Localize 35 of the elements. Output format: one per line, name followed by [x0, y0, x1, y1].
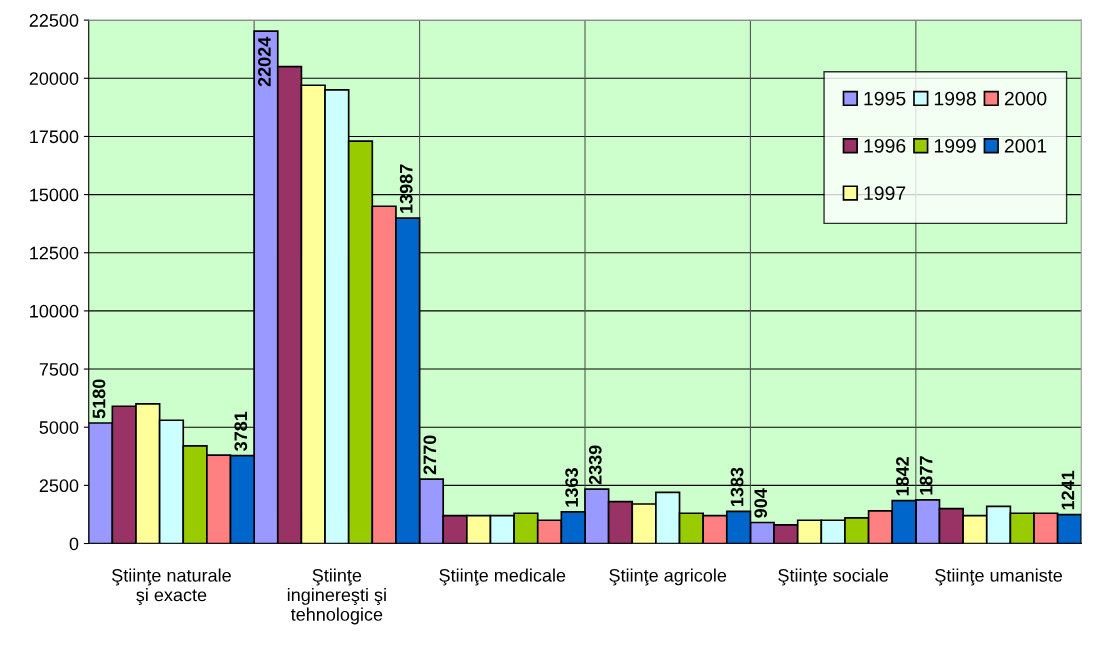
y-tick-label: 10000	[30, 304, 79, 318]
y-tick-label: 22500	[29, 14, 79, 27]
y-tick-label: 7500	[39, 362, 79, 376]
data-label: 1363	[565, 468, 579, 507]
data-label: 1842	[896, 457, 909, 496]
legend-label: 1998	[934, 91, 976, 106]
data-label: 1241	[1061, 470, 1075, 510]
legend-label: 1997	[864, 186, 906, 201]
y-tick-label: 15000	[30, 188, 79, 202]
y-tick-label: 12500	[30, 246, 79, 260]
y-tick-label: 17500	[30, 130, 79, 144]
data-label: 13987	[399, 164, 413, 213]
data-label: 5180	[92, 379, 106, 419]
data-label: 2339	[588, 445, 602, 485]
legend-label: 1996	[864, 138, 906, 153]
data-label: 2770	[423, 435, 437, 475]
x-tick-label: Ştiinţe naturale şi exacte	[112, 568, 231, 605]
x-tick-label: Ştiinţe medicale	[439, 568, 566, 586]
y-tick-label: 20000	[29, 72, 79, 85]
data-label: 3781	[234, 411, 248, 451]
x-tick-label: Ştiinţe sociale	[778, 568, 889, 586]
data-label: 904	[754, 488, 768, 518]
x-tick-label: Ştiinţe inginereşti şi tehnologice	[287, 568, 386, 625]
data-label: 22024	[258, 36, 271, 87]
legend-label: 1995	[864, 91, 906, 106]
legend-label: 2001	[1004, 138, 1047, 153]
legend-label: 2000	[1004, 91, 1047, 106]
y-tick-label: 5000	[39, 421, 79, 434]
x-tick-label: Ştiinţe umaniste	[935, 568, 1062, 586]
x-tick-label: Ştiinţe agricole	[609, 568, 727, 586]
data-label: 1383	[730, 467, 744, 507]
y-tick-label: 0	[69, 537, 79, 551]
data-label: 1877	[919, 456, 933, 495]
legend-label: 1999	[934, 138, 976, 153]
y-tick-label: 2500	[39, 479, 79, 493]
